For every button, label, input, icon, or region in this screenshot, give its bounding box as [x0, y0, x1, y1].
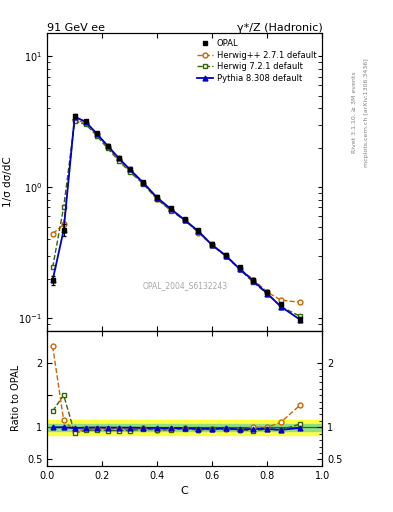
Text: Rivet 3.1.10, ≥ 3M events: Rivet 3.1.10, ≥ 3M events: [352, 72, 357, 154]
X-axis label: C: C: [181, 486, 189, 496]
Bar: [47, 419, 322, 435]
Y-axis label: Ratio to OPAL: Ratio to OPAL: [11, 365, 21, 432]
Text: γ*/Z (Hadronic): γ*/Z (Hadronic): [237, 23, 322, 32]
Legend: OPAL, Herwig++ 2.7.1 default, Herwig 7.2.1 default, Pythia 8.308 default: OPAL, Herwig++ 2.7.1 default, Herwig 7.2…: [195, 37, 318, 84]
Text: 91 GeV ee: 91 GeV ee: [47, 23, 105, 32]
Bar: [47, 424, 322, 431]
Text: mcplots.cern.ch [arXiv:1306.3436]: mcplots.cern.ch [arXiv:1306.3436]: [364, 58, 369, 167]
Y-axis label: 1/σ dσ/dC: 1/σ dσ/dC: [3, 157, 13, 207]
Text: OPAL_2004_S6132243: OPAL_2004_S6132243: [142, 282, 227, 291]
